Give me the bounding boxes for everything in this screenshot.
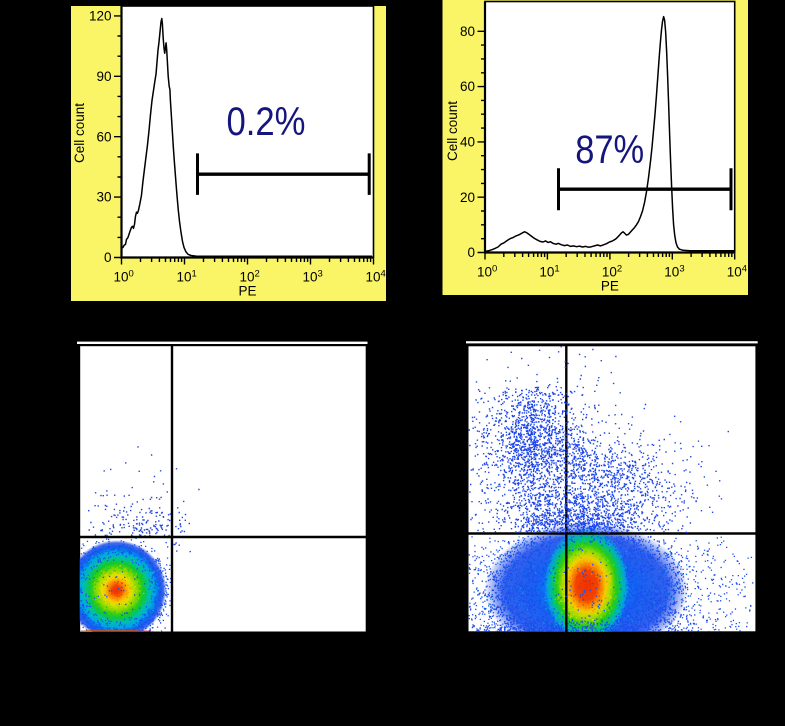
svg-text:0.2%: 0.2% [227,100,306,144]
svg-text:30: 30 [96,190,111,205]
svg-text:0: 0 [104,250,112,265]
svg-text:PE: PE [238,284,256,299]
svg-text:PE: PE [601,279,619,294]
svg-text:0: 0 [467,245,475,260]
svg-text:90: 90 [96,69,111,84]
svg-text:120: 120 [89,9,112,24]
svg-text:Cell count: Cell count [445,101,460,161]
svg-text:Cell count: Cell count [72,103,87,163]
svg-text:80: 80 [460,24,475,39]
svg-text:20: 20 [460,190,475,205]
svg-text:87%: 87% [575,128,644,172]
svg-text:40: 40 [460,135,475,150]
svg-text:60: 60 [460,79,475,94]
svg-text:60: 60 [96,129,111,144]
